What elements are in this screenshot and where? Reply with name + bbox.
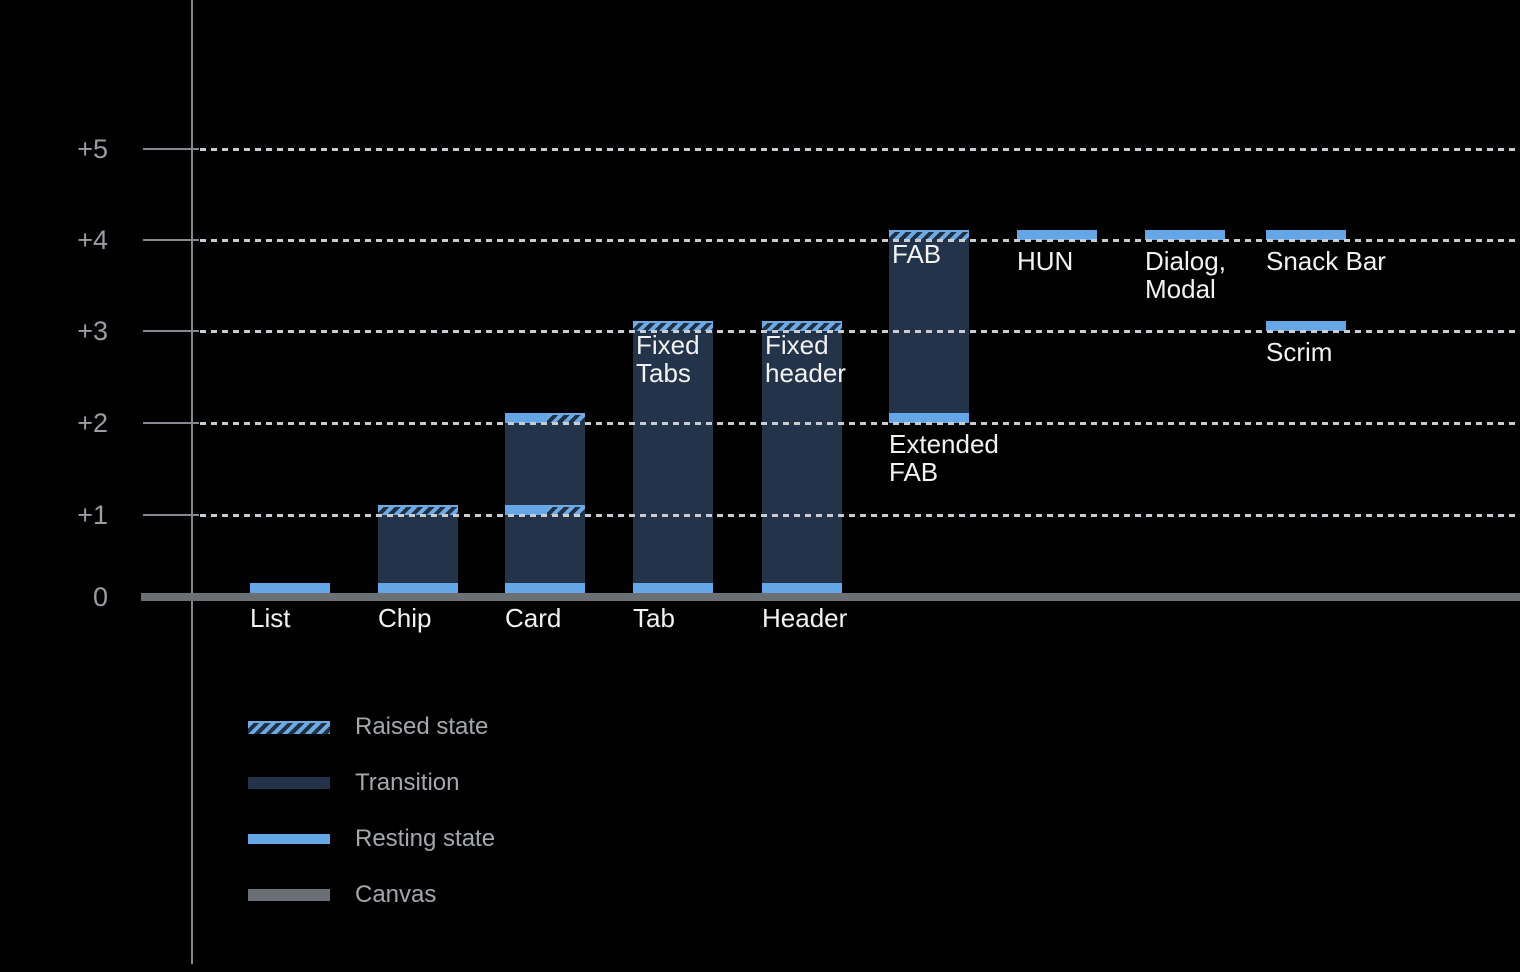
bar-fab-inside-label: FAB <box>892 240 941 268</box>
bar-hun-below-label: HUN <box>1017 247 1073 275</box>
bar-fab-inside-label-line-0: FAB <box>892 239 942 269</box>
bar-tab-raised-cap <box>633 321 713 331</box>
bar-dialog-modal-below-label: Dialog, Modal <box>1145 247 1226 303</box>
canvas-baseline <box>141 593 1520 601</box>
bar-fab-raised-cap <box>889 230 969 240</box>
y-axis-tick-1 <box>143 514 199 516</box>
y-axis-line <box>191 0 193 964</box>
gridline-4 <box>200 239 1520 242</box>
category-label-tab: Tab <box>633 603 675 633</box>
bar-tab-inside-label-line-0: Fixed <box>636 330 700 360</box>
bar-chip-resting-level-0 <box>378 583 458 593</box>
bar-hun-below-label-line-0: HUN <box>1017 246 1074 276</box>
bar-dialog-modal-resting-level-4 <box>1145 230 1225 240</box>
bar-card-resting-split-1 <box>505 505 547 515</box>
y-axis-label-3: +3 <box>77 316 108 346</box>
bar-snack-bar-below-label: Snack Bar <box>1266 247 1386 275</box>
legend-item-transition: Transition <box>248 755 495 811</box>
y-axis-label-5: +5 <box>77 134 108 164</box>
bar-fab-below-label-line-0: Extended <box>889 429 999 459</box>
gridline-1 <box>200 514 1520 517</box>
legend-swatch-resting <box>248 834 330 844</box>
bar-fab-below-label-line-1: FAB <box>889 457 939 487</box>
bar-header-inside-label-line-1: header <box>765 358 846 388</box>
y-axis-tick-2 <box>143 422 199 424</box>
bar-tab-transition-body <box>633 331 713 593</box>
gridline-3 <box>200 330 1520 333</box>
y-axis-label-2: +2 <box>77 408 108 438</box>
category-label-chip: Chip <box>378 603 432 633</box>
legend-item-canvas: Canvas <box>248 867 495 923</box>
bar-scrim-below-label: Scrim <box>1266 338 1332 366</box>
category-label-header: Header <box>762 603 848 633</box>
bar-snack-bar-resting-level-4 <box>1266 230 1346 240</box>
bar-dialog-modal-below-label-line-1: Modal <box>1145 274 1216 304</box>
bar-card-raised-split-1 <box>547 505 585 515</box>
legend-swatch-canvas <box>248 889 330 901</box>
legend: Raised state Transition Resting state Canva… <box>248 699 495 923</box>
bar-fab-below-label: Extended FAB <box>889 430 999 486</box>
category-label-card: Card <box>505 603 562 633</box>
y-axis-tick-3 <box>143 330 199 332</box>
bar-header-inside-label-line-0: Fixed <box>765 330 829 360</box>
bar-card-raised-cap-right <box>547 413 585 423</box>
bar-card-resting-cap-left <box>505 413 547 423</box>
bar-chip-transition-body <box>378 515 458 593</box>
legend-swatch-raised <box>248 720 330 734</box>
y-axis-label-0: 0 <box>92 582 108 612</box>
legend-label-resting: Resting state <box>355 825 496 852</box>
legend-label-canvas: Canvas <box>355 881 437 908</box>
y-axis-label-1: +1 <box>77 500 108 530</box>
bar-header-raised-cap <box>762 321 842 331</box>
legend-label-raised: Raised state <box>355 713 489 740</box>
legend-swatch-transition <box>248 777 330 789</box>
gridline-5 <box>200 148 1520 151</box>
bar-list-resting-level-0 <box>250 583 330 593</box>
bar-tab-inside-label: Fixed Tabs <box>636 331 700 387</box>
y-axis-tick-5 <box>143 148 199 150</box>
bar-scrim-below-label-line-0: Scrim <box>1266 337 1333 367</box>
bar-header-transition-body <box>762 331 842 593</box>
y-axis-tick-4 <box>143 239 199 241</box>
bar-tab-resting-level-0 <box>633 583 713 593</box>
y-axis-label-4: +4 <box>77 225 108 255</box>
bar-chip-raised-cap <box>378 505 458 515</box>
bar-snack-bar-below-label-line-0: Snack Bar <box>1266 246 1386 276</box>
legend-label-transition: Transition <box>355 769 460 796</box>
bar-hun-resting-level-4 <box>1017 230 1097 240</box>
bar-header-resting-level-0 <box>762 583 842 593</box>
bar-tab-inside-label-line-1: Tabs <box>636 358 691 388</box>
bar-dialog-modal-below-label-line-0: Dialog, <box>1145 246 1226 276</box>
gridline-2 <box>200 422 1520 425</box>
bar-header-inside-label: Fixed header <box>765 331 846 387</box>
legend-item-raised: Raised state <box>248 699 495 755</box>
bar-fab-resting-level-2 <box>889 413 969 423</box>
bar-card-resting-level-0 <box>505 583 585 593</box>
bar-scrim-resting-level-3 <box>1266 321 1346 331</box>
legend-item-resting: Resting state <box>248 811 495 867</box>
category-label-list: List <box>250 603 291 633</box>
